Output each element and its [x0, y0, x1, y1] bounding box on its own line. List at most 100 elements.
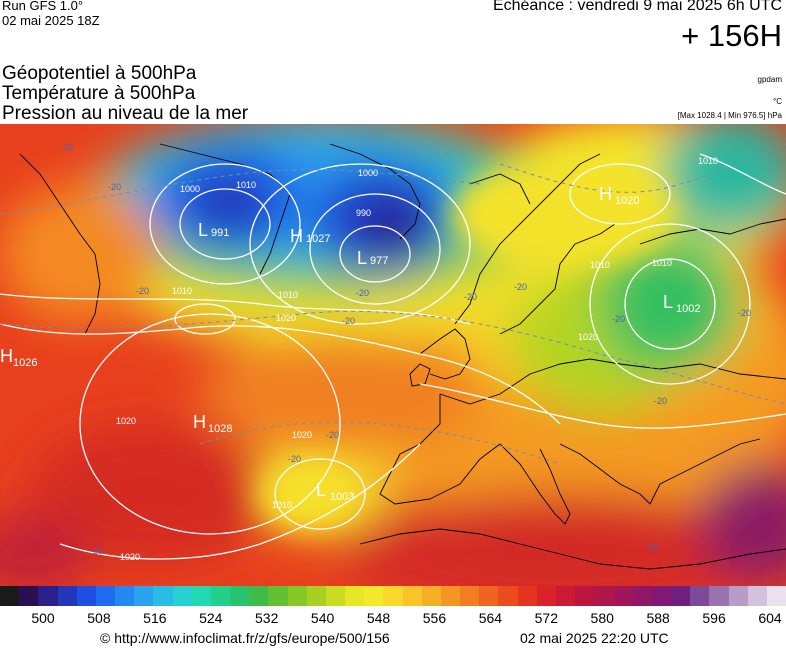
scale-swatch — [38, 586, 58, 606]
scale-swatch — [191, 586, 211, 606]
system-letter: H — [193, 412, 206, 432]
scale-swatch — [613, 586, 633, 606]
scale-tick-label: 580 — [590, 610, 614, 626]
low-center: L 977 — [357, 248, 388, 268]
scale-swatch — [115, 586, 135, 606]
scale-tick-label: 572 — [534, 610, 558, 626]
scale-swatch — [95, 586, 116, 606]
scale-swatch — [134, 586, 154, 606]
isobar-label: 1010 — [236, 180, 256, 190]
title-temperature: Température à 500hPa — [2, 83, 196, 104]
isotherm-label: -20 — [60, 142, 73, 152]
scale-tick-label: 556 — [422, 610, 447, 626]
system-value: 1028 — [208, 423, 232, 435]
system-letter: H — [599, 184, 612, 204]
title-pressure: Pression au niveau de la mer — [2, 103, 249, 124]
scale-swatch — [728, 586, 748, 606]
scale-swatch — [747, 586, 767, 606]
low-center: L 991 — [198, 220, 229, 240]
scale-swatch — [249, 586, 269, 606]
system-value: 1003 — [330, 491, 354, 503]
isotherm-label: -20 — [90, 546, 103, 556]
scale-swatch — [460, 586, 480, 606]
scale-swatch — [57, 586, 77, 606]
scale-tick-label: 532 — [255, 610, 279, 626]
isobars — [0, 153, 786, 560]
high-center: H 1027 — [290, 226, 330, 246]
scale-swatch — [287, 586, 307, 606]
isobar-labels: 1000 1000 990 1010 1010 1010 1020 1020 1… — [116, 156, 718, 562]
isobar-label: 1020 — [116, 416, 136, 426]
isobar-label: 1020 — [276, 313, 296, 323]
isotherm-label: -20 — [356, 288, 369, 298]
isobar-label: 1010 — [698, 156, 718, 166]
scale-tick-label: 524 — [199, 610, 223, 626]
unit-temperature: °C — [773, 97, 782, 106]
scale-tick-label: 596 — [702, 610, 726, 626]
scale-swatch — [76, 586, 96, 606]
scale-swatch — [536, 586, 556, 606]
scale-tick-label: 516 — [143, 610, 167, 626]
unit-geopotential: gpdam — [757, 75, 782, 84]
system-letter: H — [290, 226, 303, 246]
run-label: Run GFS 1.0° — [2, 0, 84, 13]
scale-swatch — [479, 586, 499, 606]
scale-tick-label: 548 — [366, 610, 391, 626]
scale-tick-label: 564 — [478, 610, 503, 626]
isotherm-label: -20 — [326, 430, 339, 440]
scale-swatch — [364, 586, 384, 606]
run-date: 02 mai 2025 18Z — [2, 13, 100, 28]
system-letter: H — [0, 346, 13, 366]
scale-swatch — [440, 586, 461, 606]
scale-swatch — [268, 586, 288, 606]
low-center: L 1002 — [663, 292, 700, 315]
color-scale-ticks: 500 508 516 524 532 540 548 556 564 572 580 588 596 6… — [0, 610, 786, 628]
system-value: 977 — [370, 255, 388, 267]
coastlines — [19, 143, 786, 570]
system-value: 1026 — [13, 357, 37, 369]
isobar-label: 1010 — [652, 258, 672, 268]
isotherm-label: -20 — [612, 314, 625, 324]
scale-tick-label: 604 — [758, 610, 782, 626]
scale-swatch — [402, 586, 422, 606]
isotherm-label: -20 — [738, 308, 751, 318]
scale-swatch — [0, 586, 20, 606]
scale-swatch — [230, 586, 250, 606]
forecast-lead-time: + 156H — [681, 18, 782, 53]
scale-swatch — [345, 586, 365, 606]
scale-swatch — [766, 586, 786, 606]
system-value: 1027 — [306, 233, 330, 245]
scale-swatch — [153, 586, 173, 606]
isotherm-labels: -20 -20 -20 -20 -20 -20 -20 -20 -20 -20 … — [60, 142, 751, 556]
system-value: 991 — [211, 227, 229, 239]
scale-swatch — [555, 586, 576, 606]
weather-map-svg: L 991 H 1027 L 977 H 1020 L 1002 H 1026 … — [0, 124, 786, 586]
scale-swatch — [517, 586, 537, 606]
generation-timestamp: 02 mai 2025 22:20 UTC — [520, 630, 669, 646]
isobar-label: 1010 — [272, 500, 292, 510]
color-scale-bar — [0, 586, 786, 606]
isotherm-label: -20 — [646, 542, 659, 552]
pressure-centers: L 991 H 1027 L 977 H 1020 L 1002 H 1026 … — [0, 184, 700, 503]
isobar-label: 1020 — [292, 430, 312, 440]
source-url[interactable]: © http://www.infoclimat.fr/z/gfs/europe/… — [100, 630, 390, 646]
system-value: 1002 — [676, 303, 700, 315]
isobar-label: 1020 — [578, 332, 598, 342]
system-letter: L — [316, 480, 326, 500]
title-geopotential: Géopotentiel à 500hPa — [2, 63, 197, 84]
scale-swatch — [306, 586, 326, 606]
scale-swatch — [210, 586, 231, 606]
scale-swatch — [594, 586, 614, 606]
scale-swatch — [172, 586, 192, 606]
scale-swatch — [709, 586, 729, 606]
isobar-label: 1000 — [358, 168, 378, 178]
scale-swatch — [575, 586, 595, 606]
high-center: H 1028 — [193, 412, 232, 435]
isotherm-label: -20 — [654, 396, 667, 406]
isobar-label: 1000 — [180, 184, 200, 194]
scale-tick-label: 500 — [31, 610, 55, 626]
forecast-valid-time: Echéance : vendredi 9 mai 2025 6h UTC — [492, 0, 782, 14]
system-letter: L — [198, 220, 208, 240]
scale-swatch — [632, 586, 652, 606]
isobar-label: 1010 — [590, 260, 610, 270]
